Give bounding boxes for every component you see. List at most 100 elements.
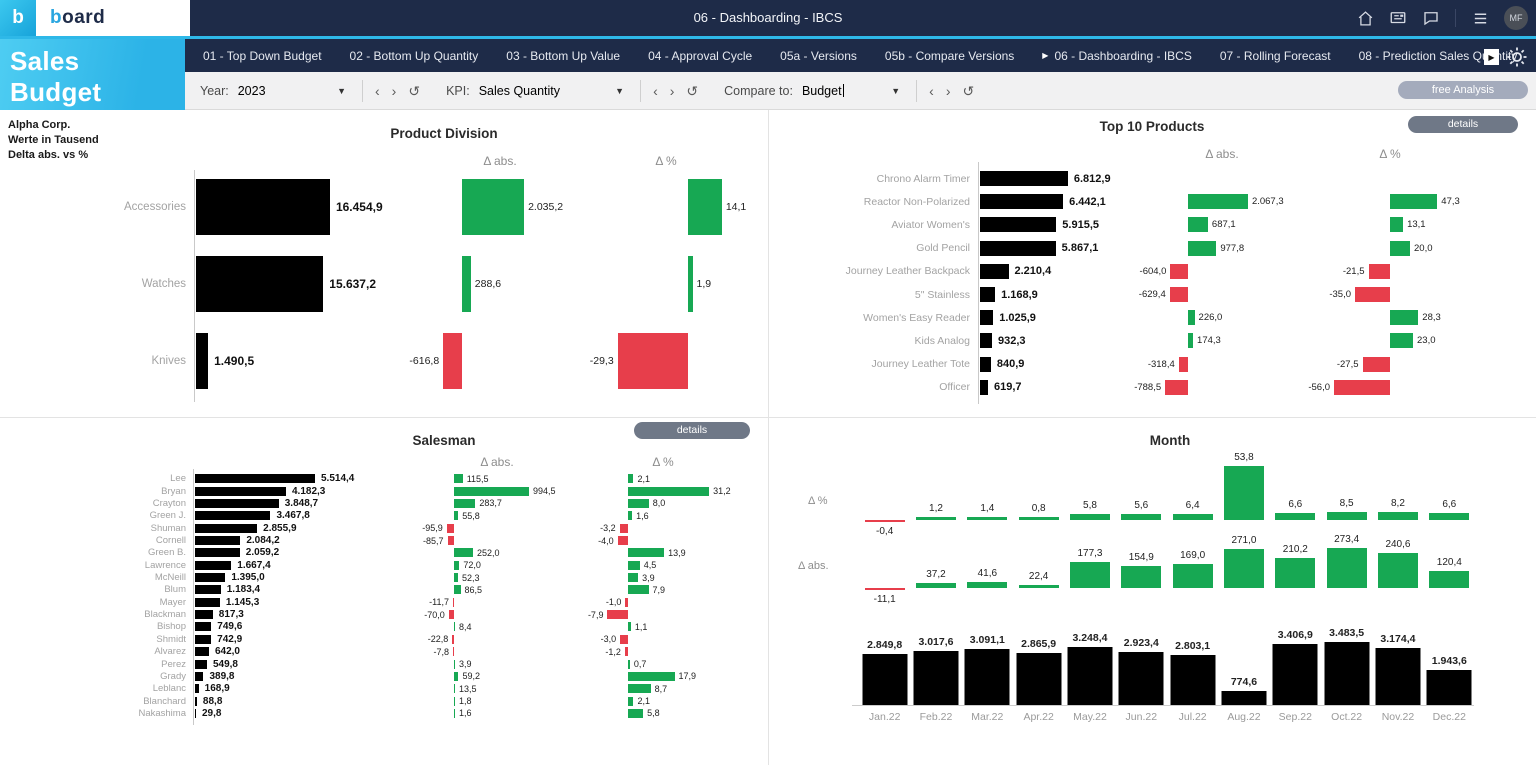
month-category-label: Jun.22 <box>1125 711 1158 723</box>
category-label: Journey Leather Tote <box>871 358 970 371</box>
next-icon[interactable]: › <box>391 82 397 99</box>
details-button[interactable]: details <box>1408 116 1518 133</box>
tab-overflow-button[interactable]: ▶ <box>1484 49 1499 65</box>
delta-abs-bar <box>453 597 454 607</box>
delta-abs-bar <box>454 684 456 694</box>
month-bar <box>1375 647 1421 705</box>
delta-abs-header: Δ abs. <box>480 455 514 469</box>
next-icon[interactable]: › <box>669 82 675 99</box>
filter-divider <box>362 79 363 102</box>
chat-icon[interactable] <box>1422 9 1440 27</box>
value-bar <box>195 536 241 545</box>
delta-pct-bar <box>1362 356 1390 372</box>
menu-icon[interactable] <box>1471 9 1489 27</box>
delta-pct-label: -21,5 <box>1342 265 1365 277</box>
delta-pct-label: -1,0 <box>605 597 622 608</box>
tab-03-bottom-up-value[interactable]: 03 - Bottom Up Value <box>492 39 634 72</box>
category-label: Accessories <box>124 201 186 213</box>
month-column-jun-22: 154,9 <box>1116 535 1167 610</box>
refresh-icon[interactable]: ↺ <box>408 82 421 99</box>
delta-abs-label: 86,5 <box>464 584 483 595</box>
delta-abs-label: 1,6 <box>459 708 472 719</box>
tab-02-bottom-up-quantity[interactable]: 02 - Bottom Up Quantity <box>336 39 493 72</box>
month-bar <box>862 653 908 705</box>
delta-pct-bar <box>624 647 628 657</box>
chevron-down-icon[interactable]: ▼ <box>337 85 346 96</box>
next-icon[interactable]: › <box>945 82 951 99</box>
home-icon[interactable] <box>1356 9 1374 27</box>
delta-abs-bar <box>454 511 459 521</box>
details-button[interactable]: details <box>634 422 750 439</box>
month-bar <box>1069 562 1110 588</box>
chart-title: Salesman <box>412 433 476 448</box>
value-bar <box>980 310 994 326</box>
delta-pct-label: 1,1 <box>634 621 648 632</box>
value-label: 16.454,9 <box>335 200 383 214</box>
refresh-icon[interactable]: ↺ <box>962 82 975 99</box>
month-category-label: Nov.22 <box>1381 711 1415 723</box>
month-column-sep-22: 210,2 <box>1270 535 1321 610</box>
month-value-label: 6,6 <box>1288 499 1303 511</box>
free-analysis-button[interactable]: free Analysis <box>1398 81 1528 99</box>
delta-pct-bar <box>1390 217 1404 233</box>
delta-abs-header: Δ abs. <box>483 154 517 168</box>
value-label: 6.812,9 <box>1073 172 1111 185</box>
month-value-label: 8,5 <box>1339 497 1354 509</box>
value-label: 6.442,1 <box>1069 195 1106 208</box>
filter-value[interactable]: Budget <box>801 83 844 98</box>
chart-row-cornell: Cornell 2.084,2 -85,7 -4,0 <box>0 535 768 547</box>
tab-09-financial-state[interactable]: 09 - Financial State <box>1531 39 1536 72</box>
month-bar <box>1221 691 1267 705</box>
prev-icon[interactable]: ‹ <box>653 82 658 99</box>
delta-abs-label: 13,5 <box>459 683 477 694</box>
value-bar <box>196 333 209 389</box>
tab-08-prediction-sales-quantity[interactable]: 08 - Prediction Sales Quantity <box>1345 39 1532 72</box>
delta-pct-bar <box>628 511 633 521</box>
month-bar <box>1326 511 1367 520</box>
month-column-jul-22: 169,0 <box>1167 535 1218 610</box>
value-label: 749,6 <box>217 621 243 633</box>
refresh-icon[interactable]: ↺ <box>686 82 699 99</box>
filter-value[interactable]: Sales Quantity <box>478 83 560 98</box>
prev-icon[interactable]: ‹ <box>375 82 380 99</box>
screens-icon[interactable] <box>1389 9 1407 27</box>
category-label: Women's Easy Reader <box>863 311 970 324</box>
month-value-label: 53,8 <box>1234 452 1254 464</box>
delta-pct-bar <box>628 622 631 632</box>
avatar[interactable]: MF <box>1504 6 1528 30</box>
product-division-chart: Product Division Δ abs. Δ % Accessories 1… <box>0 110 768 417</box>
delta-abs-bar <box>1188 333 1194 349</box>
kpi-filter: KPI: Sales Quantity ▼ <box>446 84 628 98</box>
value-bar <box>195 634 212 644</box>
tab-05a-versions[interactable]: 05a - Versions <box>766 39 871 72</box>
category-label: Shmidt <box>156 633 186 645</box>
month-bar <box>1272 643 1318 705</box>
delta-pct-bar <box>607 610 628 620</box>
settings-gear-icon[interactable] <box>1505 45 1529 69</box>
delta-abs-label: -7,8 <box>433 646 449 657</box>
month-column-oct-22: 273,4 <box>1321 534 1372 610</box>
tab-06-dashboarding-ibcs[interactable]: ▶ 06 - Dashboarding - IBCS <box>1028 39 1206 72</box>
chevron-down-icon[interactable]: ▼ <box>891 85 901 96</box>
delta-pct-bar <box>628 585 649 595</box>
category-label: Cornell <box>155 535 186 546</box>
delta-pct-bar <box>617 333 688 389</box>
delta-pct-bar <box>628 659 630 669</box>
value-label: 3.467,8 <box>276 510 310 522</box>
tab-05b-compare-versions[interactable]: 05b - Compare Versions <box>871 39 1028 72</box>
chevron-down-icon[interactable]: ▼ <box>615 85 625 96</box>
tab-01-top-down-budget[interactable]: 01 - Top Down Budget <box>189 39 336 72</box>
value-label: 88,8 <box>202 695 223 707</box>
chart-row-bishop: Bishop 749,6 8,4 1,1 <box>0 621 768 633</box>
delta-abs-bar <box>454 585 461 595</box>
category-label: Shuman <box>150 522 186 534</box>
month-axis <box>852 705 1474 706</box>
category-label: Bryan <box>161 485 186 497</box>
filter-nav: ‹ › ↺ <box>375 84 420 98</box>
tab-04-approval-cycle[interactable]: 04 - Approval Cycle <box>634 39 766 72</box>
prev-icon[interactable]: ‹ <box>929 82 934 99</box>
delta-abs-bar <box>462 179 525 235</box>
tab-07-rolling-forecast[interactable]: 07 - Rolling Forecast <box>1206 39 1345 72</box>
month-column-feb-22: 1,2 <box>910 447 961 542</box>
filter-value[interactable]: 2023 <box>237 83 266 98</box>
